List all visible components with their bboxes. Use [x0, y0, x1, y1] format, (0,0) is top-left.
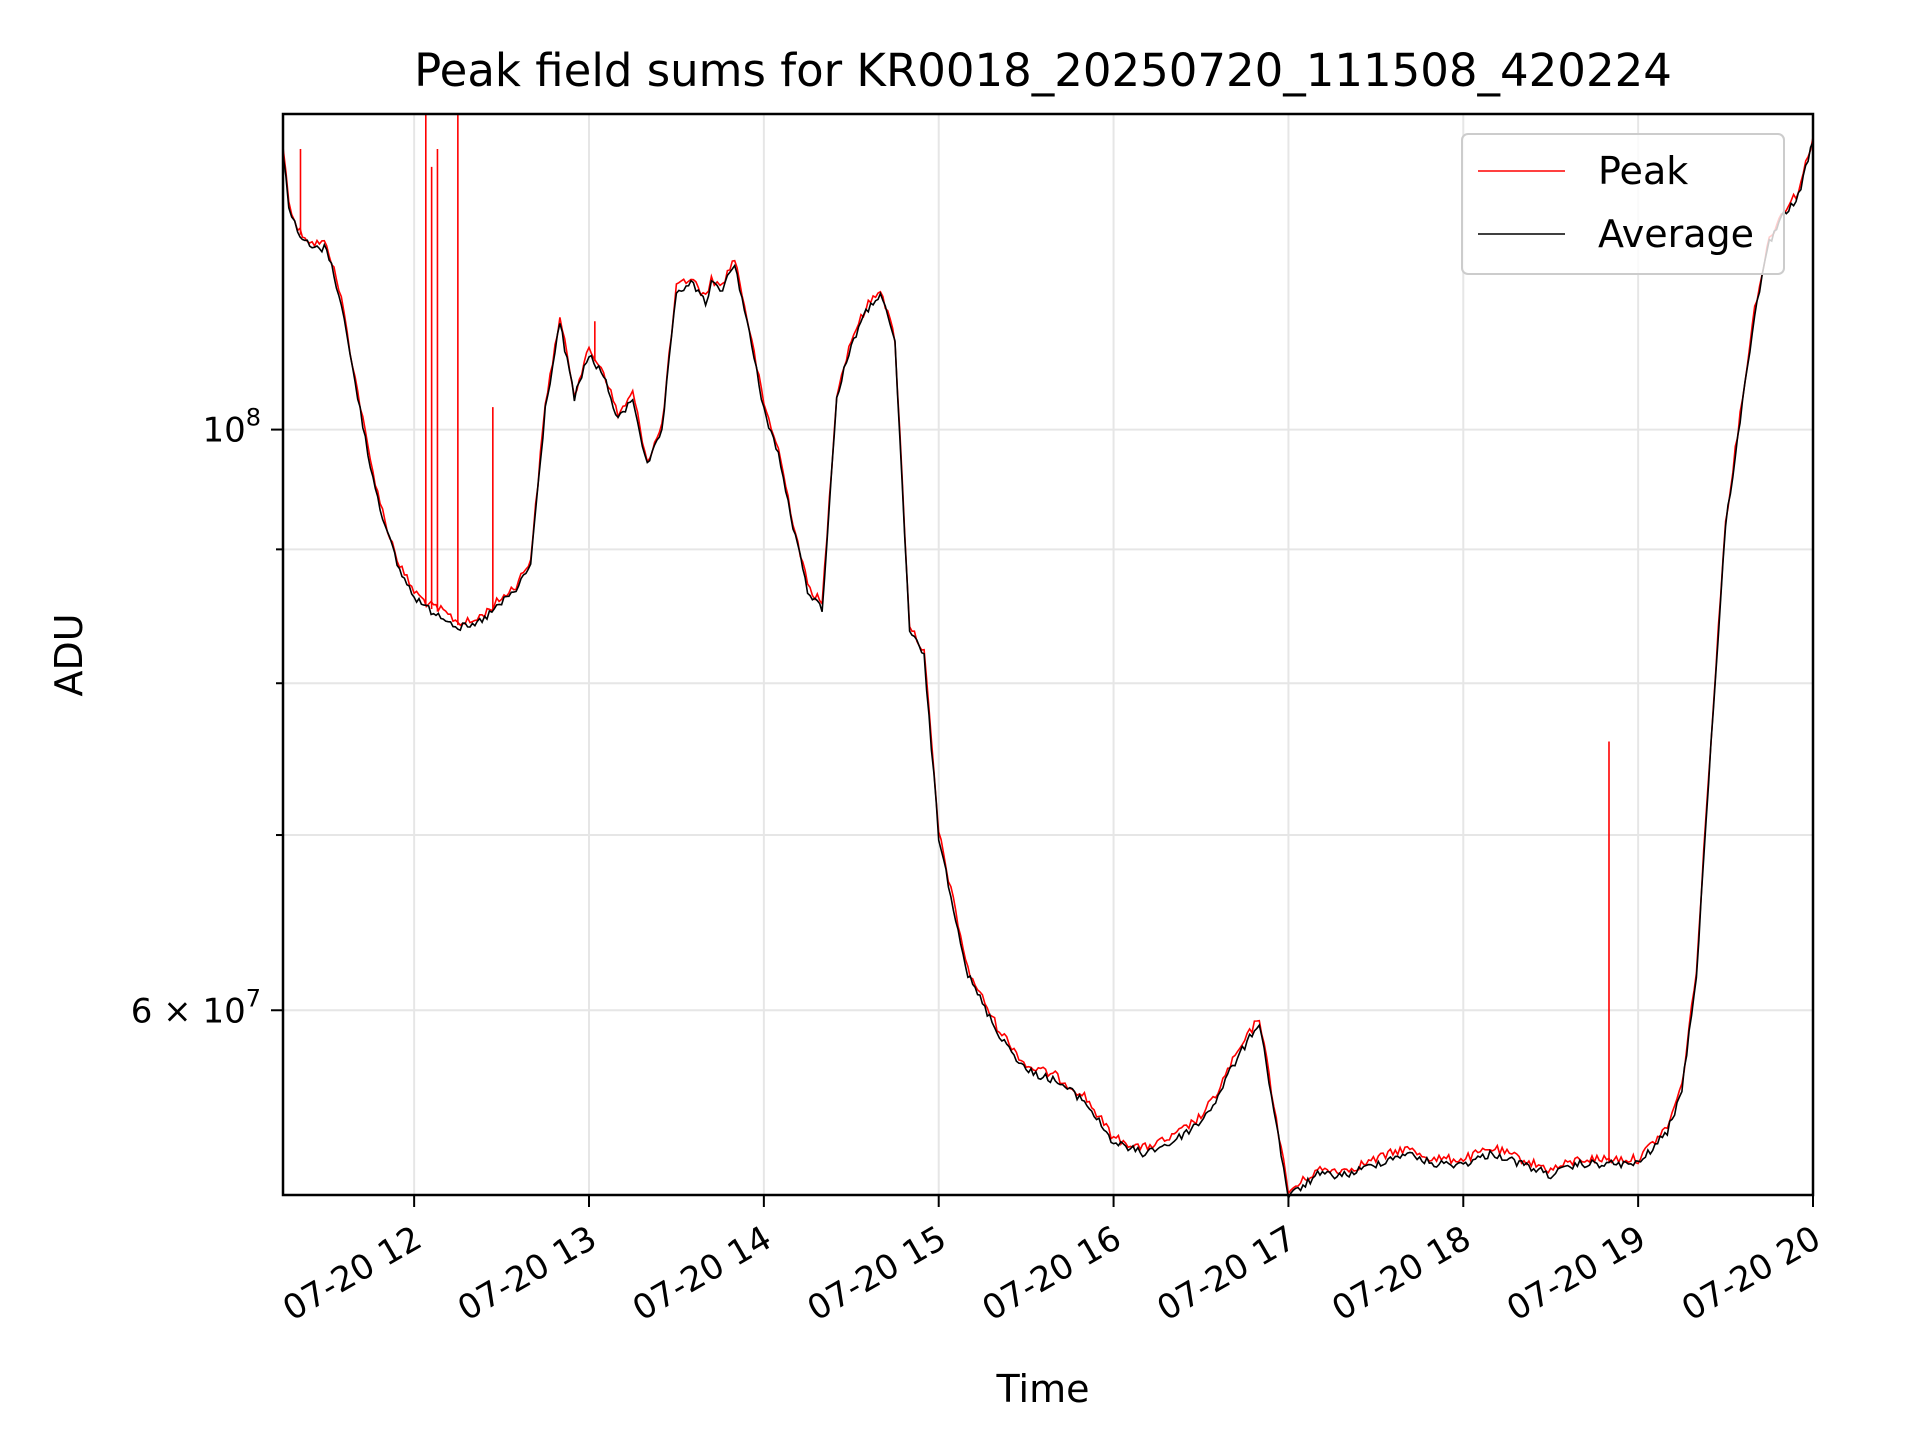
- legend-average-label: Average: [1598, 212, 1754, 256]
- x-axis-label: Time: [996, 1367, 1090, 1411]
- legend: Peak Average: [1461, 133, 1785, 275]
- y-tick-label-exponent: 7: [246, 984, 261, 1012]
- legend-peak-label: Peak: [1598, 149, 1688, 193]
- y-tick-label-exponent: 8: [246, 404, 261, 432]
- y-tick-label: 6 × 107: [131, 984, 261, 1031]
- y-tick-label-base: 10: [202, 411, 245, 451]
- y-axis-label: ADU: [47, 613, 91, 696]
- y-tick-label-base: 6 × 10: [131, 991, 246, 1031]
- chart-title: Peak field sums for KR0018_20250720_1115…: [414, 44, 1672, 97]
- y-tick-label: 108: [202, 404, 261, 451]
- average-series-line: [282, 141, 1814, 1201]
- legend-box: [1461, 133, 1785, 275]
- peak-series-line: [282, 136, 1814, 1196]
- plot-frame: [281, 112, 1815, 1197]
- series-layer: [282, 114, 1814, 1201]
